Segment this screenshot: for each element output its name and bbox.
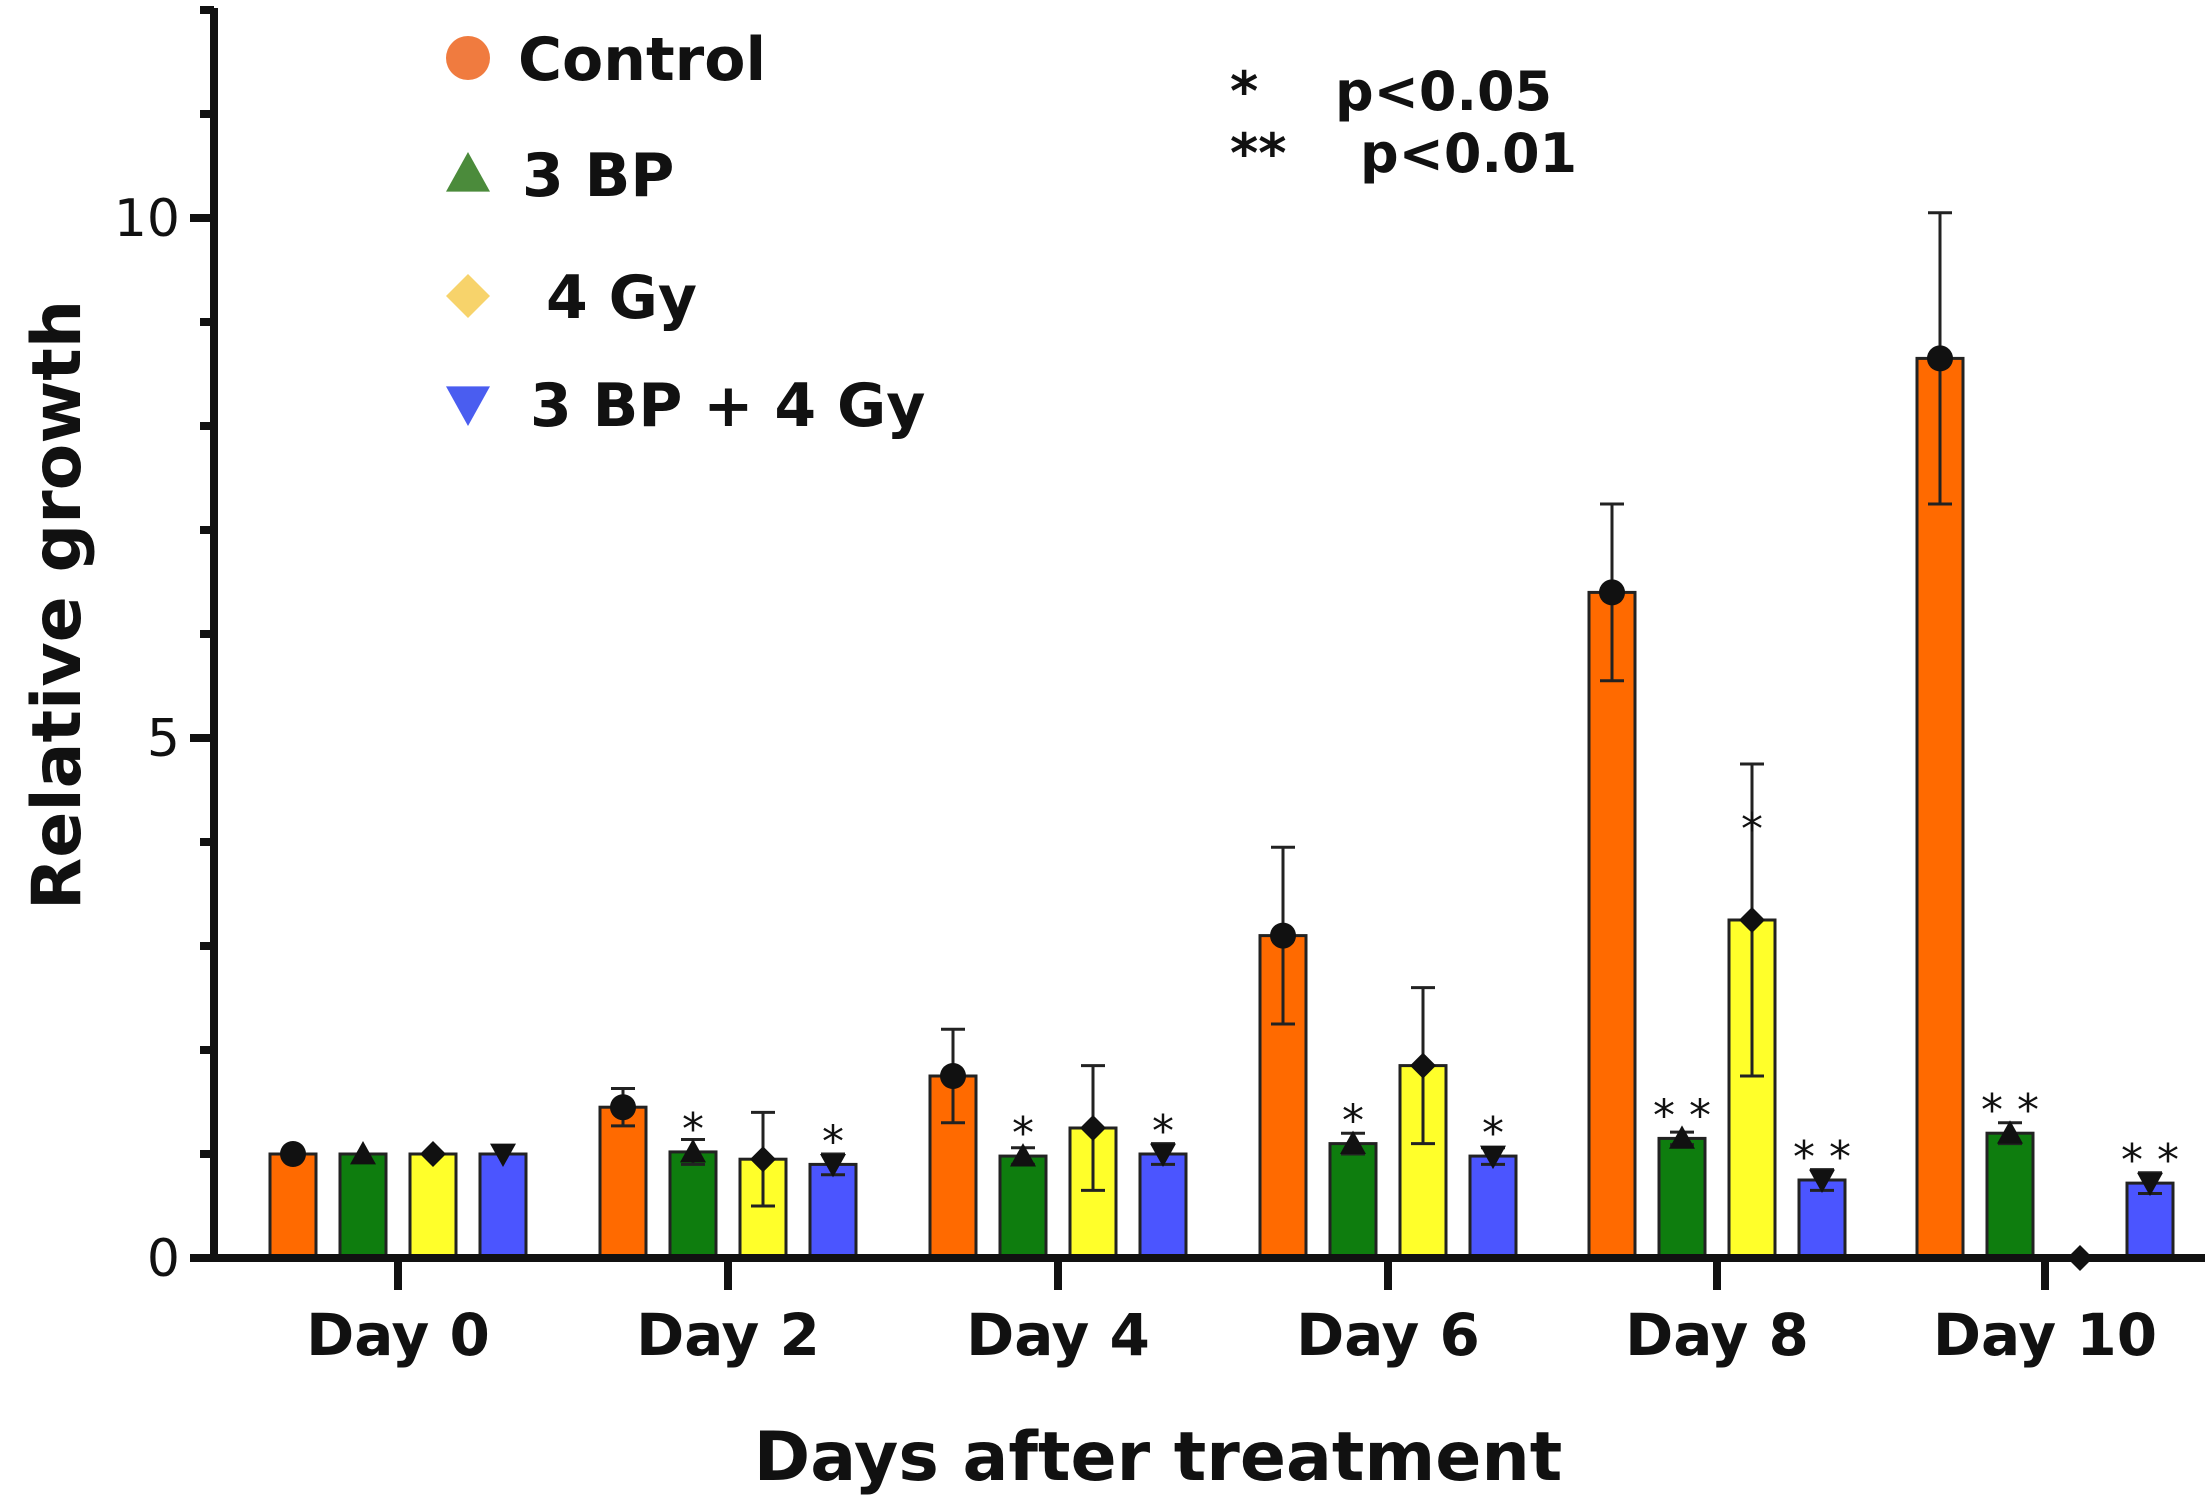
point-3-5 (2137, 1172, 2163, 1197)
y-tick-label-0: 0 (147, 1229, 180, 1289)
x-tick-label-2: Day 4 (966, 1301, 1150, 1369)
bar-2-0 (408, 1152, 458, 1260)
significance-3-2: * (1152, 1106, 1174, 1157)
sig-legend-mark-2: ** (1230, 122, 1286, 185)
y-tick-label-10: 10 (114, 189, 180, 249)
significance-1-4: * * (1653, 1090, 1711, 1141)
bar-0-4 (1587, 590, 1637, 1260)
legend-label-3: 3 BP + 4 Gy (530, 371, 925, 441)
point-2-2 (1080, 1115, 1106, 1141)
y-axis-ticks: 0 5 10 (114, 6, 214, 1289)
point-0-3 (1270, 922, 1296, 949)
bar-1-3 (1328, 1142, 1378, 1260)
bar-3-2 (1138, 1152, 1188, 1260)
bar-3-3 (1468, 1154, 1518, 1260)
bar-3-0 (478, 1152, 528, 1260)
point-1-4 (1669, 1125, 1695, 1149)
legend-label-2: 4 Gy (546, 263, 697, 333)
legend-marker-3 (446, 386, 490, 426)
point-1-1 (680, 1138, 706, 1163)
significance-3-4: * * (1793, 1132, 1851, 1183)
x-tick-label-5: Day 10 (1933, 1301, 2157, 1369)
x-tick-label-0: Day 0 (306, 1301, 490, 1369)
point-2-4 (1739, 907, 1765, 933)
sig-legend-mark-1: * (1230, 60, 1258, 123)
point-2-0 (420, 1141, 446, 1167)
point-2-1 (750, 1146, 776, 1173)
point-1-0 (350, 1141, 376, 1165)
series-legend: Control 3 BP 4 Gy 3 BP + 4 Gy (446, 25, 925, 441)
significance-1-3: * (1342, 1096, 1364, 1147)
legend-marker-2 (446, 274, 490, 318)
bar-1-0 (338, 1152, 388, 1260)
significance-3-1: * (822, 1116, 844, 1167)
x-tick-label-3: Day 6 (1296, 1301, 1480, 1369)
sig-legend-text-2: p<0.01 (1360, 122, 1577, 185)
legend-label-0: Control (518, 25, 766, 95)
significance-1-2: * (1012, 1108, 1034, 1159)
y-axis-title: Relative growth (18, 300, 97, 910)
legend-label-1: 3 BP (522, 141, 674, 211)
point-0-5 (1927, 345, 1953, 372)
point-3-2 (1150, 1143, 1176, 1167)
point-0-4 (1599, 579, 1625, 606)
bar-0-0 (268, 1152, 318, 1260)
point-1-2 (1010, 1143, 1036, 1167)
significance-2-4: * (1741, 804, 1763, 855)
point-3-1 (820, 1154, 846, 1178)
y-tick-label-5: 5 (147, 709, 180, 769)
x-axis-title: Days after treatment (754, 1418, 1562, 1497)
bar-1-2 (998, 1154, 1048, 1260)
point-1-5 (1997, 1120, 2023, 1144)
point-0-0 (280, 1141, 306, 1167)
point-3-0 (490, 1143, 516, 1167)
point-0-1 (610, 1094, 636, 1121)
significance-1-5: * * (1981, 1085, 2039, 1136)
legend-marker-1 (446, 152, 490, 192)
x-tick-label-4: Day 8 (1625, 1301, 1809, 1369)
x-tick-label-1: Day 2 (636, 1301, 820, 1369)
significance-1-1: * (682, 1104, 704, 1155)
significance-3-5: * * (2121, 1135, 2179, 1186)
point-3-4 (1809, 1169, 1835, 1193)
bar-3-1 (808, 1162, 858, 1260)
significance-legend: * p<0.05 ** p<0.01 (1230, 60, 1577, 185)
sig-legend-text-1: p<0.05 (1335, 60, 1552, 123)
bar-1-1 (668, 1150, 718, 1260)
point-1-3 (1340, 1130, 1366, 1154)
point-3-3 (1480, 1145, 1506, 1170)
bar-1-5 (1985, 1131, 2035, 1260)
x-axis-ticks: Day 0 Day 2 Day 4 Day 6 Day 8 Day 10 (306, 1258, 2157, 1369)
legend-marker-0 (446, 36, 490, 80)
point-2-3 (1410, 1052, 1436, 1079)
point-0-2 (940, 1063, 966, 1089)
significance-3-3: * (1482, 1108, 1504, 1159)
bar-1-4 (1657, 1136, 1707, 1260)
bar-0-1 (598, 1105, 648, 1260)
